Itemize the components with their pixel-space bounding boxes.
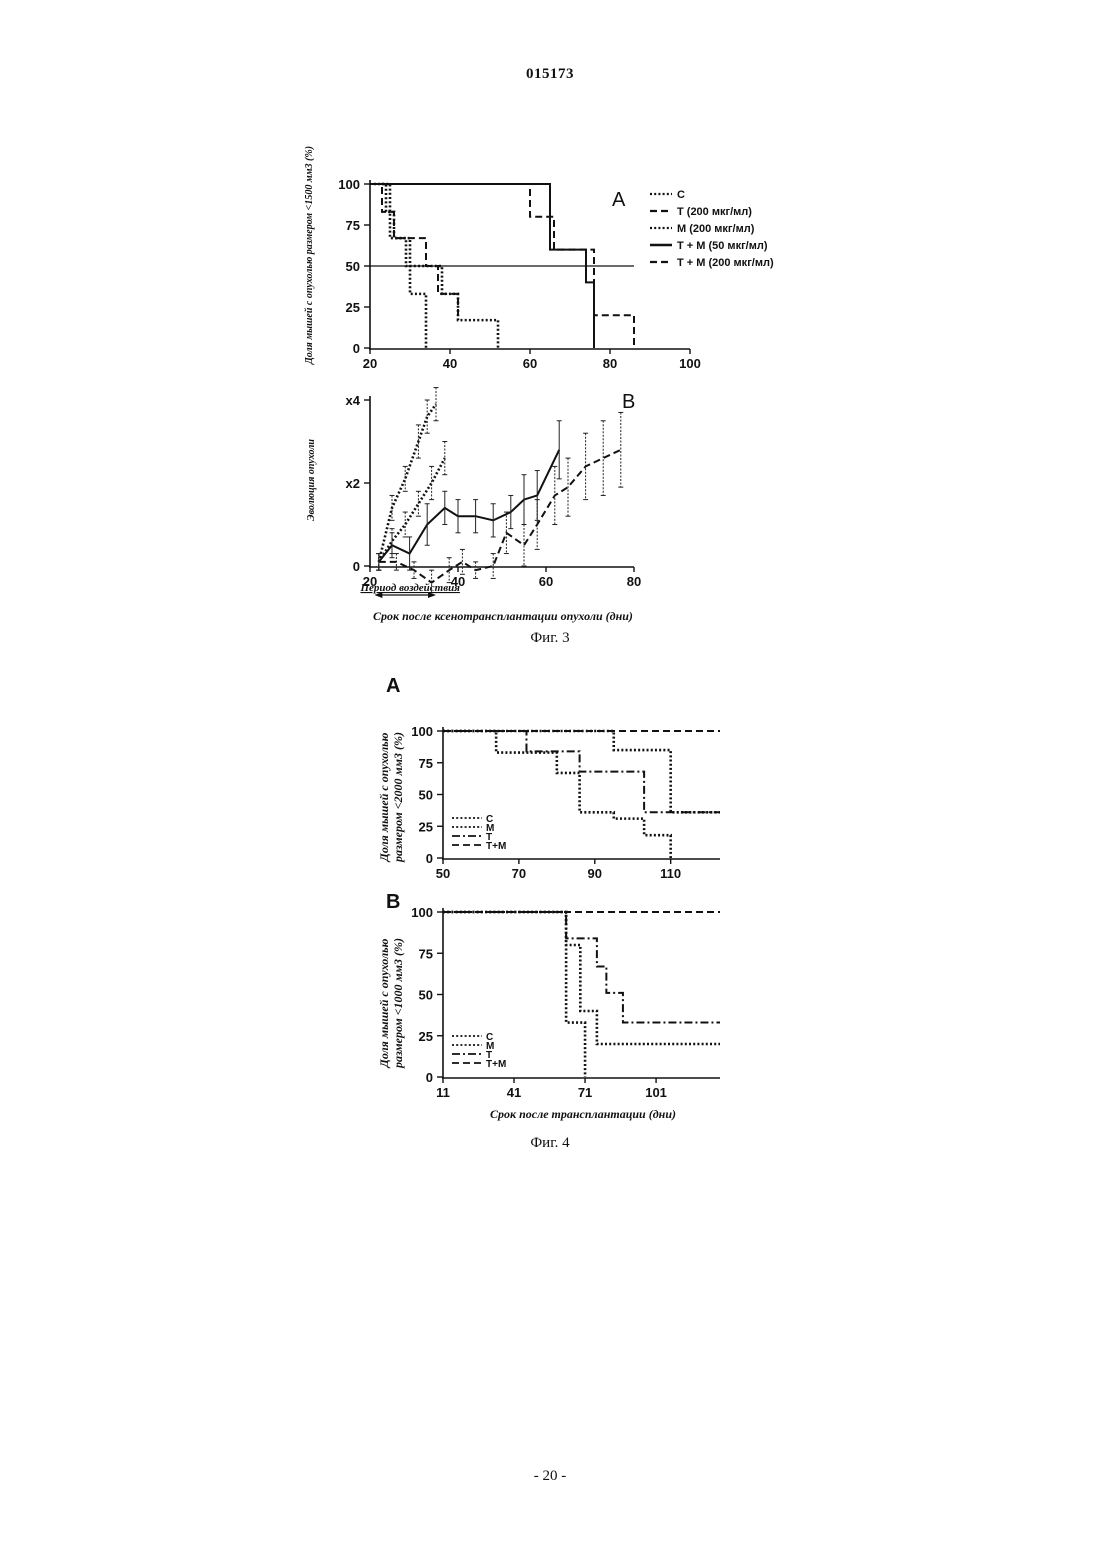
fig4A-x-tick-label: 50 [436,866,450,881]
fig4A-y-tick-label: 75 [419,756,433,771]
fig4B-y-tick-label: 50 [419,988,433,1003]
fig4B-y-tick-label: 0 [426,1070,433,1085]
fig4A-chart: 50 70 90 110 0 25 50 75 100 [411,724,720,881]
fig4B-chart: 11 41 71 101 0 25 50 75 100 [411,905,720,1100]
fig4B-legend-label: T+M [486,1059,506,1070]
fig4A-y-axis-label: Доля мышей с опухольюразмером <2000 мм3 … [377,732,405,863]
fig4B-panel-label: B [386,891,400,913]
svg-text:Доля мышей с опухольюразмером: Доля мышей с опухольюразмером <1000 мм3 … [377,938,405,1069]
fig4B-y-axis-label: Доля мышей с опухольюразмером <1000 мм3 … [377,938,405,1069]
fig4A-series-1 [443,731,671,858]
fig4A-y-tick-label: 100 [411,724,433,739]
fig4B-x-tick-label: 41 [507,1085,521,1100]
fig4A-panel-label: A [386,675,400,697]
fig4B-x-tick-label: 71 [578,1085,592,1100]
page-footer-number: - 20 - [0,1468,1100,1485]
fig4A-series-3 [443,731,720,812]
fig4A-x-tick-label: 110 [660,866,681,881]
fig4A-y-tick-label: 50 [419,788,433,803]
fig4A-legend-label: T+M [486,841,506,852]
figure-4: Доля мышей с опухольюразмером <2000 мм3 … [0,0,1100,1160]
fig4A-legend: CMTT+M [452,814,506,852]
fig4A-x-tick-label: 70 [512,866,526,881]
fig4B-legend: CMTT+M [452,1032,506,1070]
fig4B-x-tick-label: 101 [645,1085,667,1100]
fig4A-y-tick-label: 0 [426,851,433,866]
fig4-caption: Фиг. 4 [450,1135,650,1152]
fig4B-x-tick-label: 11 [436,1085,450,1100]
svg-text:Доля мышей с опухольюразмером: Доля мышей с опухольюразмером <2000 мм3 … [377,732,405,863]
fig4B-y-tick-label: 25 [419,1029,433,1044]
fig4B-series-2 [443,912,720,1044]
fig4B-series-1 [443,912,585,1077]
fig4A-y-tick-label: 25 [419,819,433,834]
fig4-x-axis-label: Срок после трансплантации (дни) [490,1107,676,1121]
fig4B-y-tick-label: 100 [411,905,433,920]
fig4A-x-tick-label: 90 [588,866,602,881]
fig4B-y-tick-label: 75 [419,946,433,961]
